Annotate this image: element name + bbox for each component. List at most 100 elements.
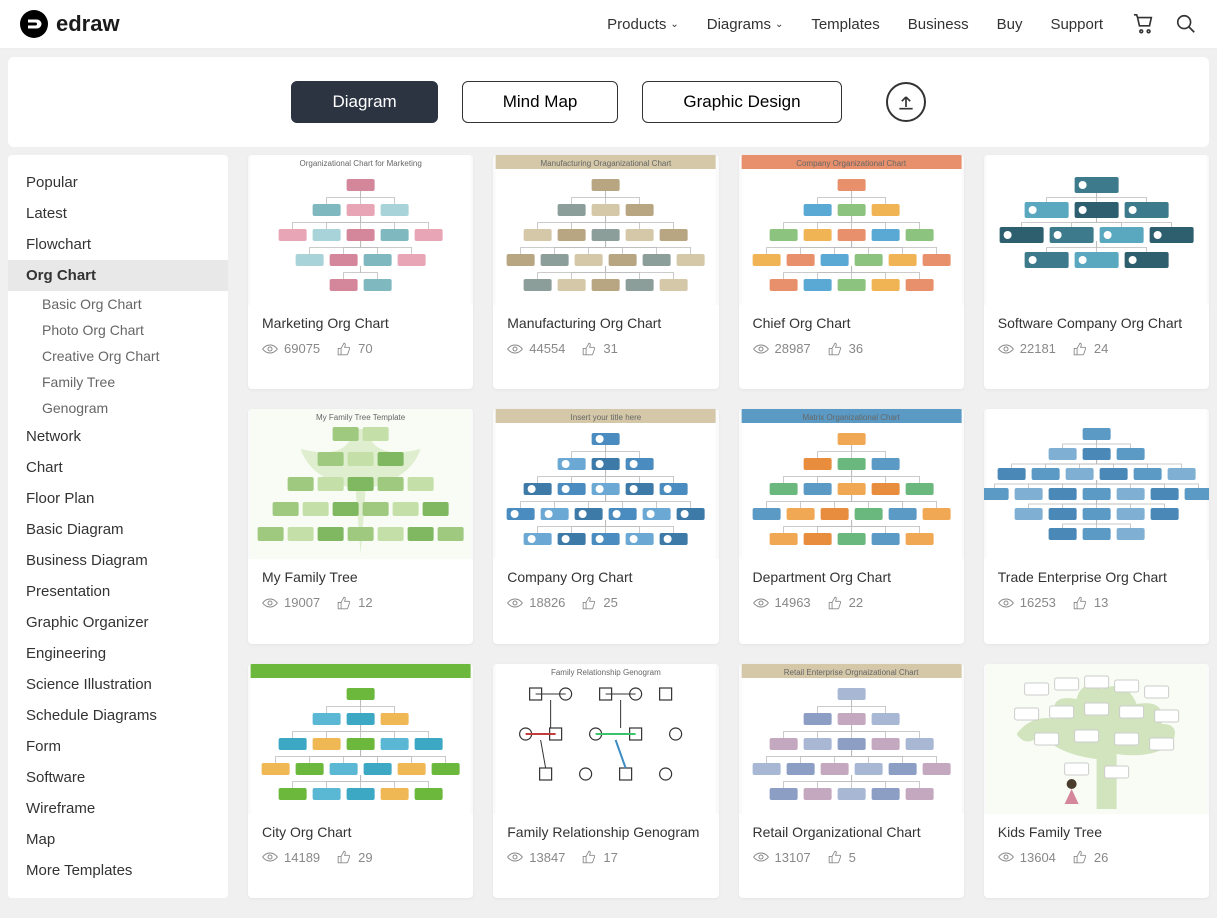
sidebar-item-science-illustration[interactable]: Science Illustration [8,669,228,700]
views-count: 13847 [507,850,565,865]
sidebar-item-engineering[interactable]: Engineering [8,638,228,669]
chevron-down-icon: ⌄ [775,19,783,30]
views-count: 13107 [753,850,811,865]
sidebar-item-popular[interactable]: Popular [8,167,228,198]
views-count: 14963 [753,595,811,610]
thumb-title: Family Relationship Genogram [493,668,718,677]
template-thumbnail [248,664,473,814]
template-thumbnail [984,155,1209,305]
template-title: Family Relationship Genogram [507,824,704,840]
likes-count[interactable]: 31 [581,341,617,356]
sidebar-subitem-basic-org-chart[interactable]: Basic Org Chart [8,291,228,317]
template-title: Department Org Chart [753,569,950,585]
views-count: 13604 [998,850,1056,865]
header: edraw Products⌄ Diagrams⌄ Templates Busi… [0,0,1217,49]
thumb-title: Matrix Organizational Chart [739,413,964,422]
template-grid: Organizational Chart for Marketing Market… [248,155,1209,898]
template-title: Retail Organizational Chart [753,824,950,840]
template-card[interactable]: Company Organizational ChartChief Org Ch… [739,155,964,389]
sidebar-item-form[interactable]: Form [8,731,228,762]
brand-text: edraw [56,11,120,37]
nav-support[interactable]: Support [1050,16,1103,33]
likes-count[interactable]: 29 [336,850,372,865]
likes-count[interactable]: 22 [827,595,863,610]
template-title: Marketing Org Chart [262,315,459,331]
views-count: 44554 [507,341,565,356]
logo-icon [20,10,48,38]
likes-count[interactable]: 70 [336,341,372,356]
likes-count[interactable]: 36 [827,341,863,356]
sidebar-subitem-genogram[interactable]: Genogram [8,395,228,421]
sidebar-item-schedule-diagrams[interactable]: Schedule Diagrams [8,700,228,731]
tab-diagram[interactable]: Diagram [291,81,437,123]
nav-products[interactable]: Products⌄ [607,16,679,33]
template-thumbnail: Retail Enterprise Orgnaizational Chart [739,664,964,814]
sidebar-item-basic-diagram[interactable]: Basic Diagram [8,514,228,545]
template-card[interactable]: Software Company Org Chart 22181 24 [984,155,1209,389]
top-nav: Products⌄ Diagrams⌄ Templates Business B… [607,16,1103,33]
search-icon[interactable] [1175,13,1197,35]
thumb-title: My Family Tree Template [248,413,473,422]
content: PopularLatestFlowchartOrg ChartBasic Org… [0,155,1217,918]
nav-buy[interactable]: Buy [997,16,1023,33]
cart-icon[interactable] [1133,13,1155,35]
sidebar-subitem-photo-org-chart[interactable]: Photo Org Chart [8,317,228,343]
template-card[interactable]: Retail Enterprise Orgnaizational Chart Re… [739,664,964,898]
sidebar-item-floor-plan[interactable]: Floor Plan [8,483,228,514]
template-card[interactable]: Organizational Chart for Marketing Market… [248,155,473,389]
views-count: 28987 [753,341,811,356]
template-thumbnail: My Family Tree Template [248,409,473,559]
template-card[interactable]: Manufacturing Oraganizational Chart Manuf… [493,155,718,389]
template-thumbnail: Company Organizational Chart [739,155,964,305]
views-count: 22181 [998,341,1056,356]
upload-button[interactable] [886,82,926,122]
template-card[interactable]: City Org Chart1418929 [248,664,473,898]
sidebar-subitem-creative-org-chart[interactable]: Creative Org Chart [8,343,228,369]
sidebar-item-presentation[interactable]: Presentation [8,576,228,607]
likes-count[interactable]: 13 [1072,595,1108,610]
logo[interactable]: edraw [20,10,120,38]
sidebar-item-latest[interactable]: Latest [8,198,228,229]
likes-count[interactable]: 5 [827,850,856,865]
template-card[interactable]: Trade Enterprise Org Chart1625313 [984,409,1209,643]
sidebar-item-graphic-organizer[interactable]: Graphic Organizer [8,607,228,638]
sidebar-item-chart[interactable]: Chart [8,452,228,483]
nav-templates[interactable]: Templates [811,16,879,33]
thumb-title: Insert your title here [493,413,718,422]
template-title: My Family Tree [262,569,459,585]
template-card[interactable]: Matrix Organizational Chart Department Or… [739,409,964,643]
nav-diagrams[interactable]: Diagrams⌄ [707,16,784,33]
template-title: Software Company Org Chart [998,315,1195,331]
template-thumbnail: Organizational Chart for Marketing [248,155,473,305]
sidebar-item-map[interactable]: Map [8,824,228,855]
template-title: Company Org Chart [507,569,704,585]
sidebar-item-org-chart[interactable]: Org Chart [8,260,228,291]
thumb-title: Organizational Chart for Marketing [248,159,473,168]
likes-count[interactable]: 12 [336,595,372,610]
template-card[interactable]: My Family Tree Template My Family Tree 190… [248,409,473,643]
nav-business[interactable]: Business [908,16,969,33]
template-title: Manufacturing Org Chart [507,315,704,331]
sidebar-item-business-diagram[interactable]: Business Diagram [8,545,228,576]
likes-count[interactable]: 25 [581,595,617,610]
sidebar-item-wireframe[interactable]: Wireframe [8,793,228,824]
template-card[interactable]: Kids Family Tree1360426 [984,664,1209,898]
likes-count[interactable]: 17 [581,850,617,865]
template-thumbnail: Manufacturing Oraganizational Chart [493,155,718,305]
views-count: 18826 [507,595,565,610]
sidebar-subitem-family-tree[interactable]: Family Tree [8,369,228,395]
template-card[interactable]: Family Relationship Genogram Family Relat… [493,664,718,898]
tab-graphic-design[interactable]: Graphic Design [642,81,841,123]
sidebar-item-software[interactable]: Software [8,762,228,793]
likes-count[interactable]: 26 [1072,850,1108,865]
template-title: City Org Chart [262,824,459,840]
sidebar-item-flowchart[interactable]: Flowchart [8,229,228,260]
views-count: 69075 [262,341,320,356]
template-card[interactable]: Insert your title here Company Org Chart 1… [493,409,718,643]
sidebar-item-more-templates[interactable]: More Templates [8,855,228,886]
template-thumbnail: Insert your title here [493,409,718,559]
views-count: 19007 [262,595,320,610]
sidebar-item-network[interactable]: Network [8,421,228,452]
likes-count[interactable]: 24 [1072,341,1108,356]
tab-mindmap[interactable]: Mind Map [462,81,619,123]
